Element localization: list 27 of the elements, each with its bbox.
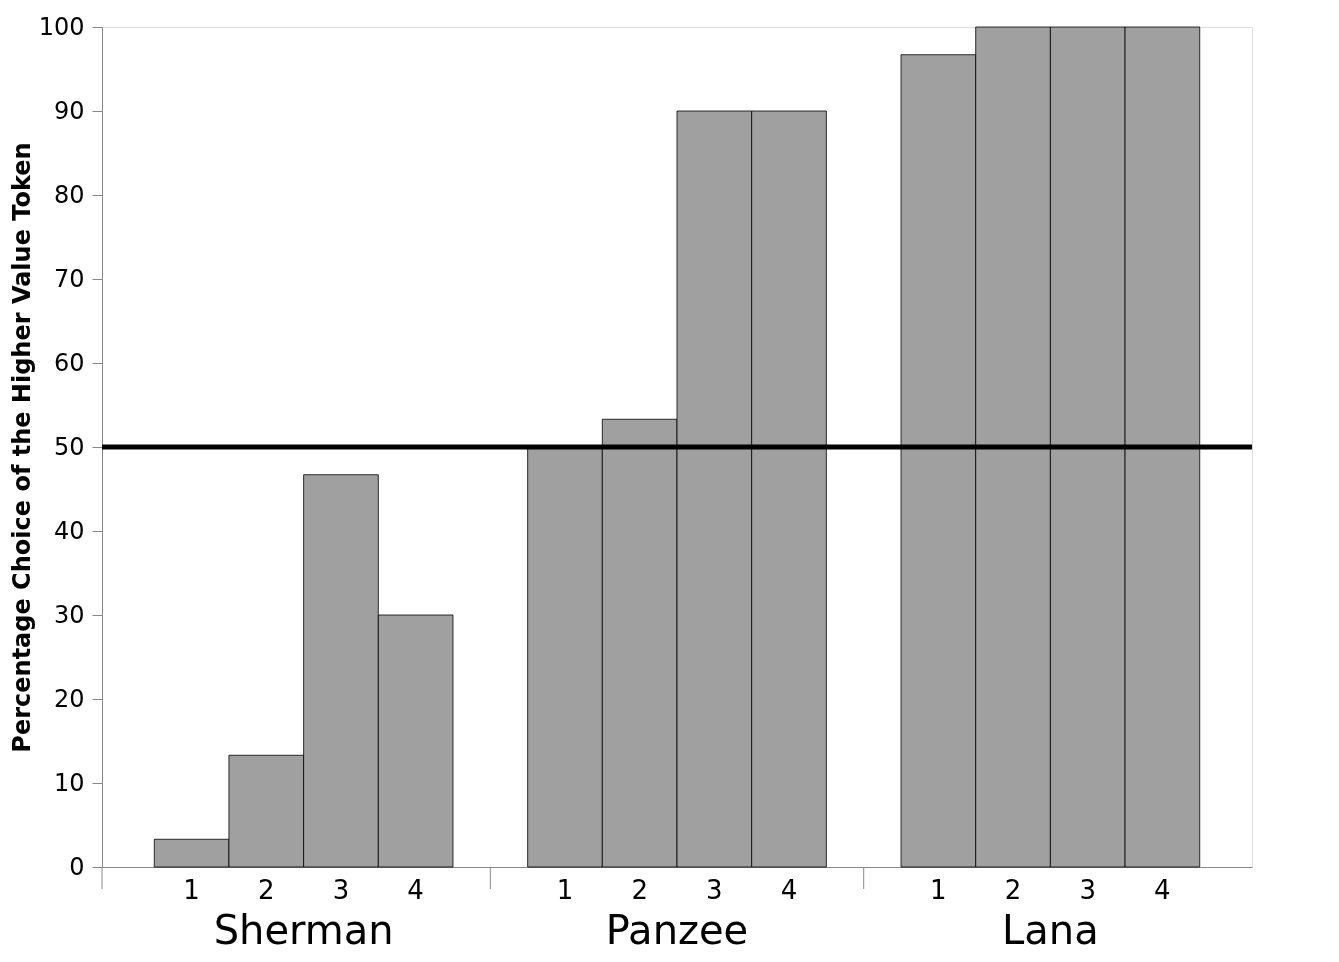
x-tick-label: 3 (1079, 874, 1096, 905)
x-tick-label: 4 (407, 874, 424, 905)
x-tick-label: 4 (780, 874, 798, 905)
y-tick-label: 0 (69, 852, 85, 881)
y-tick-label: 80 (53, 180, 85, 209)
x-tick-label: 2 (258, 874, 275, 905)
text: Sherman (213, 907, 394, 953)
y-tick-label: 60 (53, 348, 85, 377)
x-tick-label: 1 (183, 874, 200, 905)
y-tick-label: 20 (53, 684, 85, 713)
y-axis-title: Percentage Choice of the Higher Value Token (7, 142, 36, 753)
x-tick-label: 4 (1154, 874, 1171, 905)
y-tick-label: 70 (53, 264, 85, 293)
x-tick-label: 3 (332, 874, 350, 905)
y-tick-label: 30 (53, 600, 85, 629)
y-tick-label: 50 (53, 432, 85, 461)
y-tick-label: 90 (53, 96, 85, 125)
x-tick-label: 1 (930, 874, 947, 905)
x-tick-label: 3 (706, 874, 723, 905)
y-tick-label: 10 (53, 768, 85, 797)
y-tick-label: 100 (38, 12, 85, 41)
x-tick-label: 2 (1004, 874, 1022, 905)
y-tick-label: 40 (53, 516, 85, 545)
x-tick-label: 1 (556, 874, 574, 905)
text: Lana (1002, 907, 1099, 953)
text: Panzee (605, 907, 749, 953)
x-tick-label: 2 (631, 874, 648, 905)
